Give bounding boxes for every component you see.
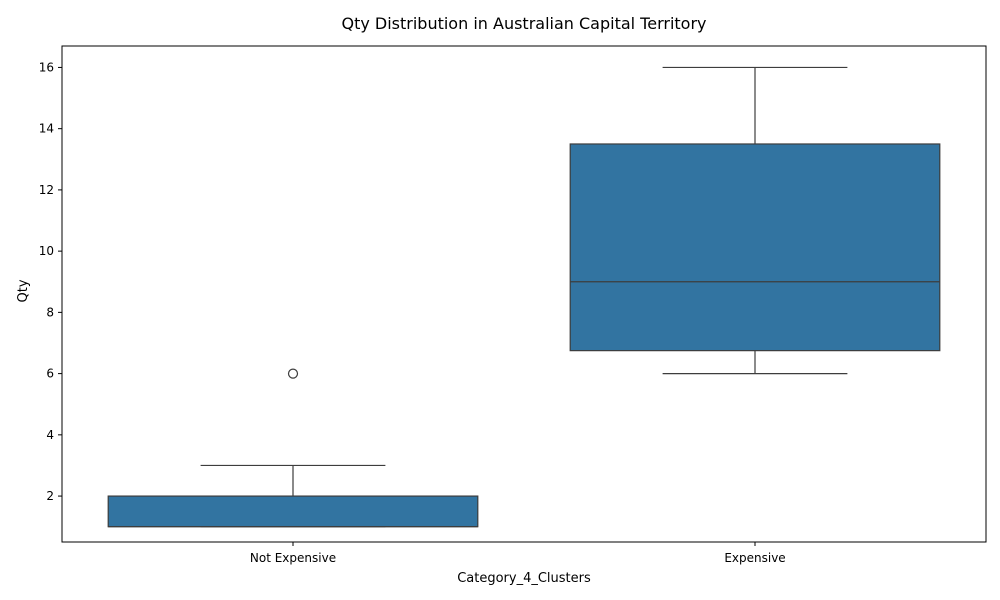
box-not-expensive [107, 495, 479, 528]
y-tick-label-16: 16 [39, 60, 54, 74]
y-axis-label: Qty [16, 279, 31, 302]
chart-title: Qty Distribution in Australian Capital T… [341, 14, 706, 33]
plot-area: 2 4 6 8 10 12 14 16 Not Expensive Expensive [39, 45, 987, 565]
y-tick-label-14: 14 [39, 122, 54, 136]
y-tick-label-8: 8 [46, 305, 54, 319]
box-expensive [569, 143, 941, 352]
x-tick-label-expensive: Expensive [724, 551, 785, 565]
x-tick-label-not-expensive: Not Expensive [250, 551, 336, 565]
y-tick-label-6: 6 [46, 367, 54, 381]
y-tick-label-4: 4 [46, 428, 54, 442]
x-axis-label: Category_4_Clusters [457, 571, 591, 586]
y-tick-label-12: 12 [39, 183, 54, 197]
y-tick-label-2: 2 [46, 489, 54, 503]
y-tick-label-10: 10 [39, 244, 54, 258]
outlier-not-expensive-0 [287, 368, 299, 379]
plot-frame [61, 45, 987, 543]
